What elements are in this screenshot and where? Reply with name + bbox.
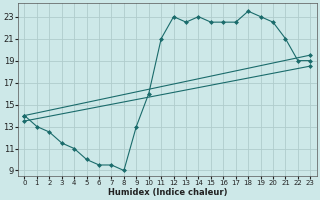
X-axis label: Humidex (Indice chaleur): Humidex (Indice chaleur) <box>108 188 227 197</box>
